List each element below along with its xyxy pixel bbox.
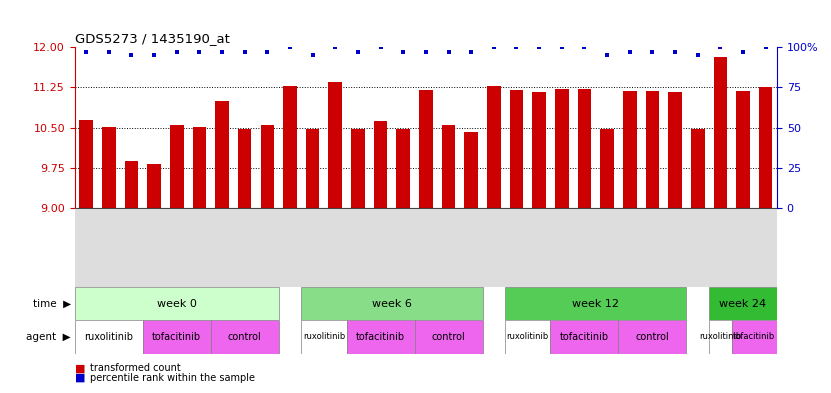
Bar <box>709 320 731 354</box>
Point <box>646 49 659 55</box>
Text: transformed count: transformed count <box>90 363 180 373</box>
Bar <box>328 82 342 208</box>
Point <box>623 49 637 55</box>
Point <box>374 44 387 50</box>
Bar <box>505 287 686 320</box>
Text: ruxolitinib: ruxolitinib <box>699 332 741 342</box>
Point <box>283 44 297 50</box>
Bar <box>759 88 773 208</box>
Text: control: control <box>431 332 465 342</box>
Point <box>487 44 500 50</box>
Bar <box>261 125 274 208</box>
Point <box>328 44 342 50</box>
Text: ■: ■ <box>75 363 86 373</box>
Point <box>396 49 410 55</box>
Bar <box>487 86 500 208</box>
Point <box>533 44 546 50</box>
Text: ruxolitinib: ruxolitinib <box>302 332 345 342</box>
Bar <box>736 91 750 208</box>
Point <box>147 52 160 58</box>
Text: tofacitinib: tofacitinib <box>356 332 406 342</box>
Bar <box>505 320 550 354</box>
Point <box>691 52 705 58</box>
Bar <box>578 89 591 208</box>
Text: week 24: week 24 <box>720 299 766 309</box>
Bar <box>396 129 410 208</box>
Bar <box>600 129 614 208</box>
Text: GDS5273 / 1435190_at: GDS5273 / 1435190_at <box>75 31 229 44</box>
Bar <box>731 320 777 354</box>
Point <box>420 49 433 55</box>
Bar <box>347 320 415 354</box>
Point <box>261 49 274 55</box>
Text: week 12: week 12 <box>573 299 619 309</box>
Point <box>668 49 681 55</box>
Bar <box>302 287 483 320</box>
Point <box>125 52 138 58</box>
Point <box>80 49 93 55</box>
Bar <box>102 127 116 208</box>
Bar <box>352 129 365 208</box>
Text: ruxolitinib: ruxolitinib <box>507 332 549 342</box>
Text: tofacitinib: tofacitinib <box>733 332 775 342</box>
Bar <box>306 129 319 208</box>
Bar <box>75 287 278 320</box>
Point <box>601 52 614 58</box>
Bar <box>442 125 455 208</box>
Bar <box>668 92 682 208</box>
Bar <box>147 164 161 208</box>
Bar <box>618 320 686 354</box>
Point <box>736 49 750 55</box>
Text: tofacitinib: tofacitinib <box>152 332 201 342</box>
Point <box>578 44 591 50</box>
Point <box>170 49 184 55</box>
Text: agent  ▶: agent ▶ <box>26 332 71 342</box>
Text: ■: ■ <box>75 373 86 383</box>
Text: ruxolitinib: ruxolitinib <box>84 332 133 342</box>
Text: control: control <box>228 332 262 342</box>
Text: control: control <box>636 332 669 342</box>
Point <box>442 49 455 55</box>
Point <box>352 49 365 55</box>
Point <box>714 44 727 50</box>
Bar <box>374 121 387 208</box>
Point <box>102 49 116 55</box>
Bar <box>79 120 93 208</box>
Bar <box>143 320 211 354</box>
Bar <box>75 320 143 354</box>
Text: time  ▶: time ▶ <box>32 299 71 309</box>
Bar <box>415 320 483 354</box>
Bar <box>419 90 433 208</box>
Bar <box>215 101 229 208</box>
Bar <box>193 127 206 208</box>
Bar <box>550 320 618 354</box>
Point <box>215 49 229 55</box>
Text: tofacitinib: tofacitinib <box>560 332 609 342</box>
Bar <box>302 320 347 354</box>
Bar <box>238 129 252 208</box>
Bar <box>691 129 705 208</box>
Bar <box>709 287 777 320</box>
Bar <box>170 125 184 208</box>
Bar <box>465 132 478 208</box>
Bar <box>509 90 524 208</box>
Point <box>306 52 319 58</box>
Text: percentile rank within the sample: percentile rank within the sample <box>90 373 255 383</box>
Bar <box>646 91 659 208</box>
Text: week 6: week 6 <box>372 299 412 309</box>
Point <box>510 44 524 50</box>
Bar <box>533 92 546 208</box>
Bar <box>555 89 568 208</box>
Text: week 0: week 0 <box>157 299 197 309</box>
Bar <box>125 161 138 208</box>
Point <box>759 44 772 50</box>
Bar <box>623 91 637 208</box>
Point <box>238 49 251 55</box>
Bar <box>283 86 297 208</box>
Point <box>465 49 478 55</box>
Point <box>193 49 206 55</box>
Bar <box>714 57 727 208</box>
Point <box>555 44 568 50</box>
Bar <box>211 320 278 354</box>
